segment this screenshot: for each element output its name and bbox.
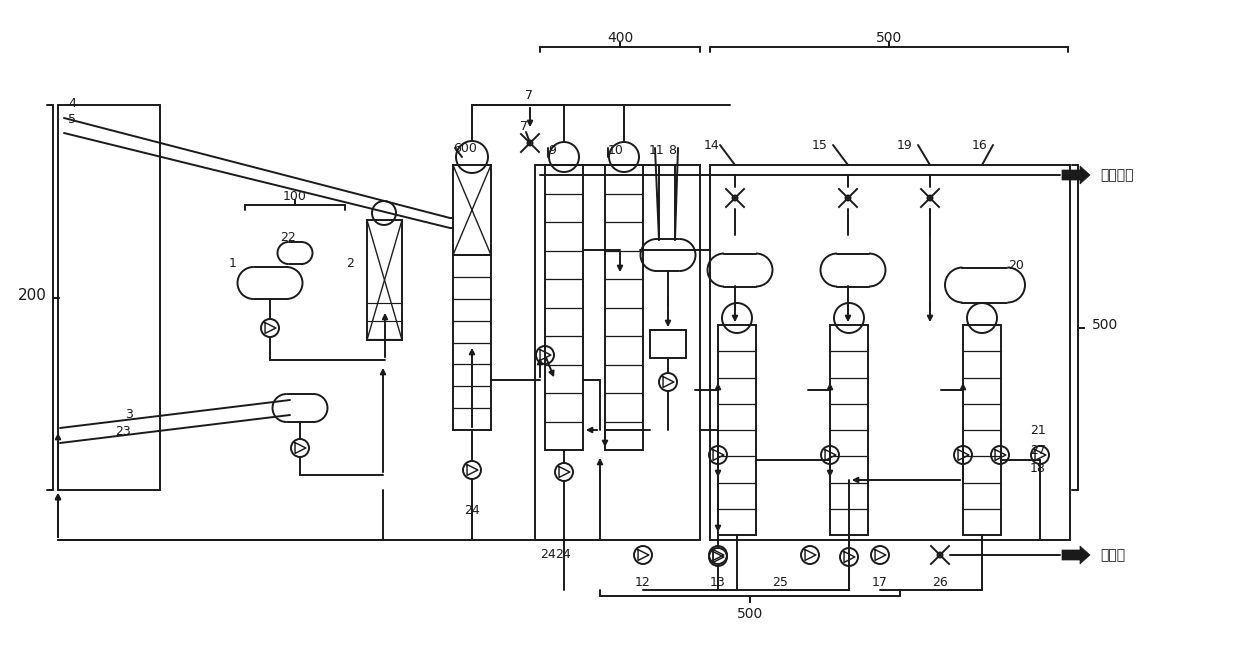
- Text: 21: 21: [1030, 424, 1046, 436]
- Bar: [453, 255, 491, 430]
- Text: 16: 16: [973, 138, 987, 152]
- Bar: [650, 330, 686, 358]
- Text: 19: 19: [897, 138, 913, 152]
- Bar: [453, 165, 491, 255]
- Bar: [717, 325, 756, 535]
- Text: 叠合油: 叠合油: [1100, 548, 1125, 562]
- Text: 3: 3: [125, 408, 133, 421]
- Text: 25: 25: [772, 575, 788, 589]
- Text: 12: 12: [636, 575, 650, 589]
- Bar: [963, 325, 1001, 535]
- Text: 8: 8: [668, 144, 676, 156]
- Polygon shape: [1062, 546, 1090, 564]
- Text: 11: 11: [649, 144, 665, 156]
- Text: 500: 500: [876, 31, 902, 45]
- Text: 7: 7: [520, 120, 528, 132]
- Text: 22: 22: [280, 231, 296, 243]
- Bar: [830, 325, 869, 535]
- Bar: [535, 165, 700, 540]
- Text: 剩余原料: 剩余原料: [1100, 168, 1134, 182]
- Bar: [605, 165, 643, 450]
- Text: 200: 200: [17, 287, 46, 303]
- Bar: [545, 165, 584, 450]
- Text: 23: 23: [115, 425, 131, 438]
- Text: 17: 17: [872, 575, 888, 589]
- Text: 18: 18: [1030, 462, 1046, 475]
- Text: 400: 400: [607, 31, 633, 45]
- Bar: [710, 165, 1070, 540]
- Text: 20: 20: [1009, 259, 1023, 271]
- Text: 13: 13: [710, 575, 726, 589]
- Text: 2: 2: [346, 257, 354, 269]
- Text: 4: 4: [68, 97, 76, 110]
- Text: 7: 7: [525, 88, 533, 102]
- Text: 500: 500: [1092, 318, 1119, 332]
- Text: 27: 27: [1030, 444, 1046, 456]
- Text: 1: 1: [229, 257, 237, 269]
- Text: 10: 10: [608, 144, 624, 156]
- Text: 600: 600: [453, 142, 477, 154]
- Text: 26: 26: [932, 575, 948, 589]
- Text: 24: 24: [555, 549, 571, 561]
- Text: 24: 24: [465, 503, 479, 517]
- Text: 14: 14: [704, 138, 720, 152]
- Text: 15: 15: [812, 138, 828, 152]
- Bar: [367, 220, 401, 340]
- Text: 5: 5: [68, 113, 76, 126]
- Text: 500: 500: [737, 607, 763, 621]
- Text: 100: 100: [282, 190, 307, 203]
- Polygon shape: [1062, 166, 1090, 184]
- Text: 9: 9: [548, 144, 556, 156]
- Text: 24: 24: [540, 549, 556, 561]
